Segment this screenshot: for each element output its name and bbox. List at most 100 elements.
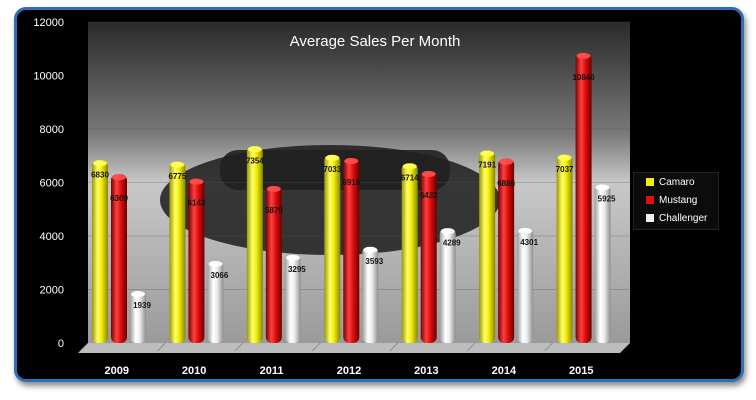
bar-mustang-2009 <box>111 174 127 343</box>
y-tick-label: 12000 <box>33 17 64 29</box>
data-label-camaro-2014: 7191 <box>478 161 496 170</box>
bar-camaro-2014 <box>479 150 496 343</box>
bar-camaro-2011 <box>246 146 263 343</box>
x-tick-mark <box>466 342 476 352</box>
data-labels: 6830 6309 1939 6775 6143 3066 7354 5870 3295 7033… <box>91 73 616 310</box>
legend-label-camaro: Camaro <box>659 176 695 188</box>
y-tick-label: 8000 <box>40 124 64 136</box>
chart-title: Average Sales Per Month <box>290 33 461 50</box>
legend-label-challenger: Challenger <box>659 212 708 224</box>
data-label-challenger-2012: 3593 <box>365 257 383 266</box>
bar-cap-challenger-2014 <box>518 227 533 234</box>
data-label-camaro-2013: 6714 <box>401 173 419 182</box>
y-tick-label: 10000 <box>33 71 64 83</box>
x-tick-label: 2010 <box>182 365 206 377</box>
data-label-camaro-2015: 7037 <box>556 165 574 174</box>
bar-cap-mustang-2012 <box>344 157 359 164</box>
legend-item-mustang: Mustang <box>634 191 718 209</box>
bar-cap-camaro-2012 <box>325 154 340 161</box>
legend-label-mustang: Mustang <box>659 194 698 206</box>
x-axis-tick-labels: 2009 2010 2011 2012 2013 2014 2015 <box>104 365 593 377</box>
legend-swatch-mustang <box>646 196 654 204</box>
bar-camaro-2013 <box>401 163 418 343</box>
bar-cap-camaro-2009 <box>93 160 107 167</box>
bar-cap-mustang-2015 <box>576 52 591 59</box>
bar-challenger-2009 <box>130 291 146 343</box>
chart-floor <box>78 343 630 353</box>
x-tick-mark <box>234 342 244 352</box>
bar-challenger-2012 <box>362 246 379 343</box>
bar-cap-mustang-2011 <box>266 185 281 192</box>
data-label-challenger-2011: 3295 <box>288 265 306 274</box>
bar-mustang-2011 <box>265 185 282 343</box>
y-tick-label: 0 <box>58 338 64 350</box>
bar-camaro-2012 <box>324 154 341 343</box>
data-label-mustang-2014: 6886 <box>497 179 515 188</box>
bar-cap-mustang-2009 <box>112 174 126 181</box>
y-tick-label: 4000 <box>40 231 64 243</box>
bar-cap-challenger-2011 <box>285 254 300 261</box>
legend: Camaro Mustang Challenger <box>633 172 719 230</box>
data-label-mustang-2010: 6143 <box>188 199 206 208</box>
legend-item-challenger: Challenger <box>634 209 718 227</box>
bar-cap-mustang-2014 <box>499 158 514 165</box>
x-tick-label: 2011 <box>260 365 284 377</box>
bar-cap-mustang-2013 <box>421 170 436 177</box>
legend-swatch-camaro <box>646 178 654 186</box>
bar-mustang-2015 <box>575 52 592 343</box>
bar-challenger-2013 <box>439 228 456 343</box>
data-label-camaro-2010: 6775 <box>169 172 187 181</box>
y-axis-tick-labels: 0 2000 4000 6000 8000 10000 12000 <box>33 17 64 350</box>
x-tick-mark <box>389 342 398 352</box>
bar-cap-mustang-2010 <box>189 178 204 185</box>
data-label-challenger-2015: 5925 <box>598 195 616 204</box>
bar-cap-camaro-2011 <box>247 146 262 153</box>
y-tick-label: 2000 <box>40 285 64 297</box>
x-tick-mark <box>544 342 553 352</box>
bar-camaro-2009 <box>92 160 108 343</box>
x-tick-label: 2015 <box>569 365 593 377</box>
bar-mustang-2010 <box>188 178 205 343</box>
bar-cap-challenger-2015 <box>595 184 610 191</box>
data-label-mustang-2015: 10846 <box>572 73 595 82</box>
bar-cap-camaro-2015 <box>557 154 572 161</box>
bar-challenger-2015 <box>594 184 611 343</box>
data-label-challenger-2010: 3066 <box>211 271 229 280</box>
bar-mustang-2012 <box>343 157 360 343</box>
x-tick-label: 2012 <box>337 365 361 377</box>
bar-mustang-2013 <box>420 170 437 343</box>
x-tick-mark <box>312 342 321 352</box>
data-label-mustang-2011: 5870 <box>265 206 283 215</box>
data-label-camaro-2009: 6830 <box>91 170 109 179</box>
bar-mustang-2014 <box>498 158 515 343</box>
bar-cap-challenger-2013 <box>440 228 455 235</box>
bar-challenger-2010 <box>207 260 224 343</box>
bar-challenger-2014 <box>517 227 534 343</box>
bar-cap-camaro-2010 <box>170 161 185 168</box>
x-tick-label: 2013 <box>414 365 438 377</box>
bar-camaro-2010 <box>169 161 186 343</box>
data-label-mustang-2012: 6916 <box>342 178 360 187</box>
bar-cap-camaro-2013 <box>402 163 417 170</box>
data-label-mustang-2013: 6432 <box>420 191 438 200</box>
bar-cap-camaro-2014 <box>480 150 495 157</box>
legend-item-camaro: Camaro <box>634 173 718 191</box>
bars <box>92 52 611 343</box>
data-label-camaro-2011: 7354 <box>246 156 264 165</box>
y-tick-label: 6000 <box>40 178 64 190</box>
x-tick-mark <box>157 342 166 352</box>
data-label-challenger-2014: 4301 <box>520 238 538 247</box>
data-label-challenger-2009: 1939 <box>133 301 151 310</box>
bar-camaro-2015 <box>556 154 573 343</box>
x-tick-label: 2014 <box>492 365 517 377</box>
legend-swatch-challenger <box>646 214 654 222</box>
data-label-mustang-2009: 6309 <box>110 194 128 203</box>
bar-cap-challenger-2010 <box>208 260 223 267</box>
x-tick-mark <box>79 342 89 352</box>
bar-challenger-2011 <box>284 254 301 343</box>
bar-cap-challenger-2009 <box>131 291 145 298</box>
x-tick-label: 2009 <box>104 365 128 377</box>
data-label-camaro-2012: 7033 <box>323 165 341 174</box>
bar-cap-challenger-2012 <box>363 246 378 253</box>
